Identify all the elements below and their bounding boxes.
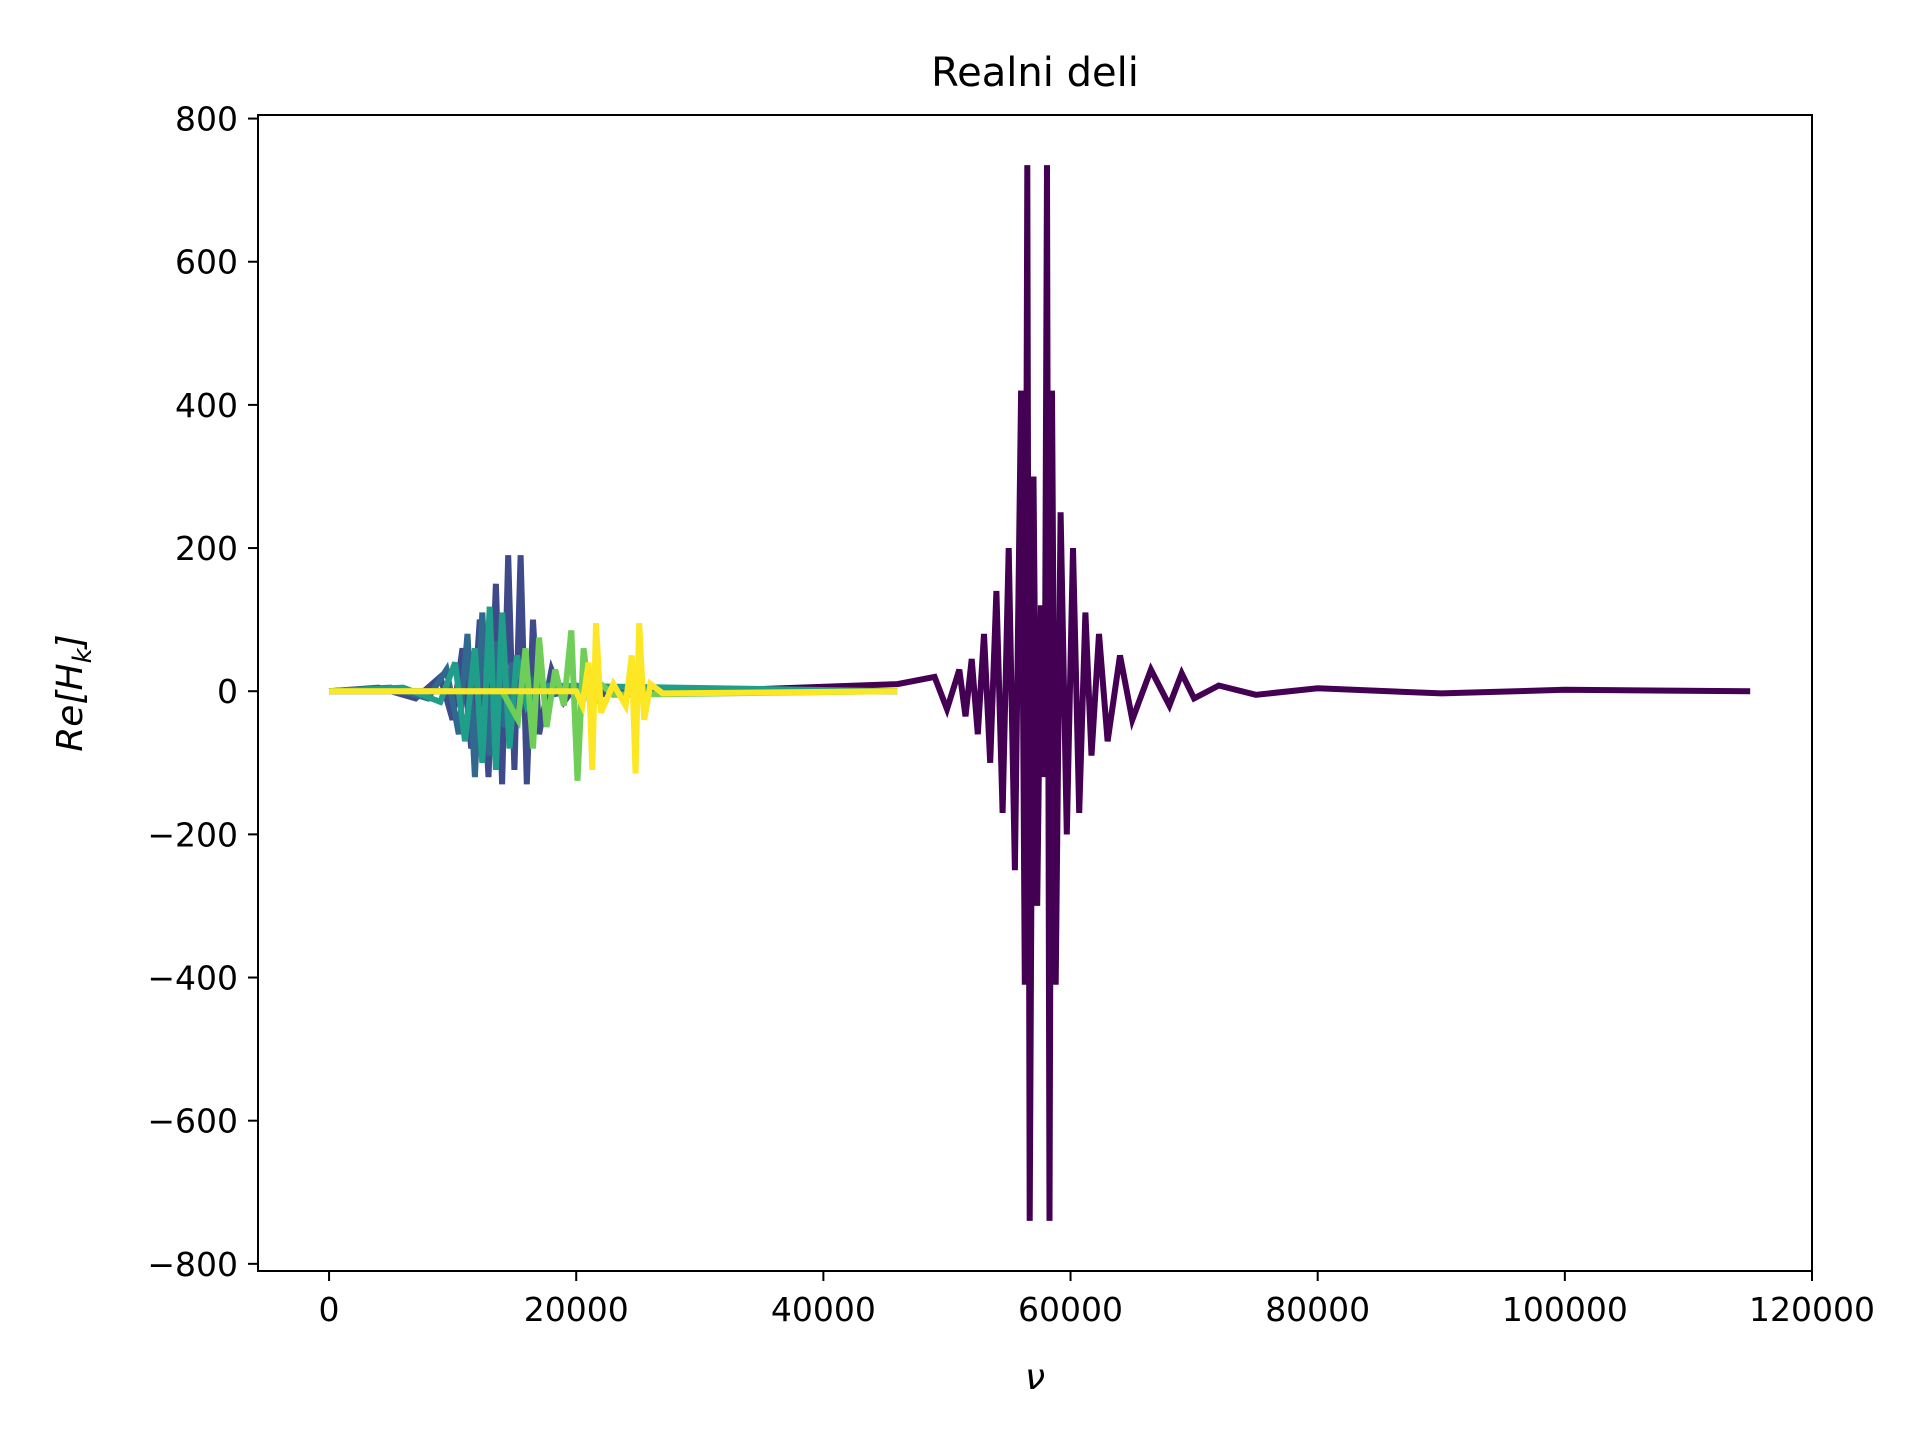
y-axis-label-close: ]	[50, 634, 91, 650]
series-line-6	[329, 623, 898, 774]
x-tick-label: 100000	[1502, 1290, 1628, 1329]
y-tick-label: −400	[147, 959, 238, 998]
x-tick-label: 120000	[1749, 1290, 1875, 1329]
x-tick-label: 20000	[524, 1290, 629, 1329]
x-tick-label: 0	[319, 1290, 340, 1329]
y-tick-label: −600	[147, 1102, 238, 1141]
x-axis-label: ν	[1025, 1357, 1045, 1398]
x-tick-label: 80000	[1265, 1290, 1370, 1329]
y-tick-label: 0	[217, 672, 238, 711]
series-line-1	[329, 165, 1751, 1221]
y-axis-ticks: −800 −600 −400 −200 0 200 400 600 800	[147, 100, 258, 1284]
x-tick-label: 40000	[771, 1290, 876, 1329]
y-tick-label: 600	[175, 243, 238, 282]
y-axis-label: Re[Hk]	[50, 634, 98, 751]
y-tick-label: 400	[175, 386, 238, 425]
y-axis-label-main: Re[H	[50, 663, 91, 751]
y-axis-label-subscript: k	[68, 647, 98, 663]
chart-title: Realni deli	[931, 50, 1139, 96]
x-axis-ticks: 0 20000 40000 60000 80000 100000 120000	[319, 1271, 1875, 1329]
plot-frame	[257, 114, 1813, 1272]
y-tick-label: −200	[147, 815, 238, 854]
y-tick-label: 800	[175, 100, 238, 139]
series-layer	[328, 165, 1751, 1221]
x-tick-label: 60000	[1018, 1290, 1123, 1329]
y-tick-label: −800	[147, 1245, 238, 1284]
y-tick-label: 200	[175, 529, 238, 568]
